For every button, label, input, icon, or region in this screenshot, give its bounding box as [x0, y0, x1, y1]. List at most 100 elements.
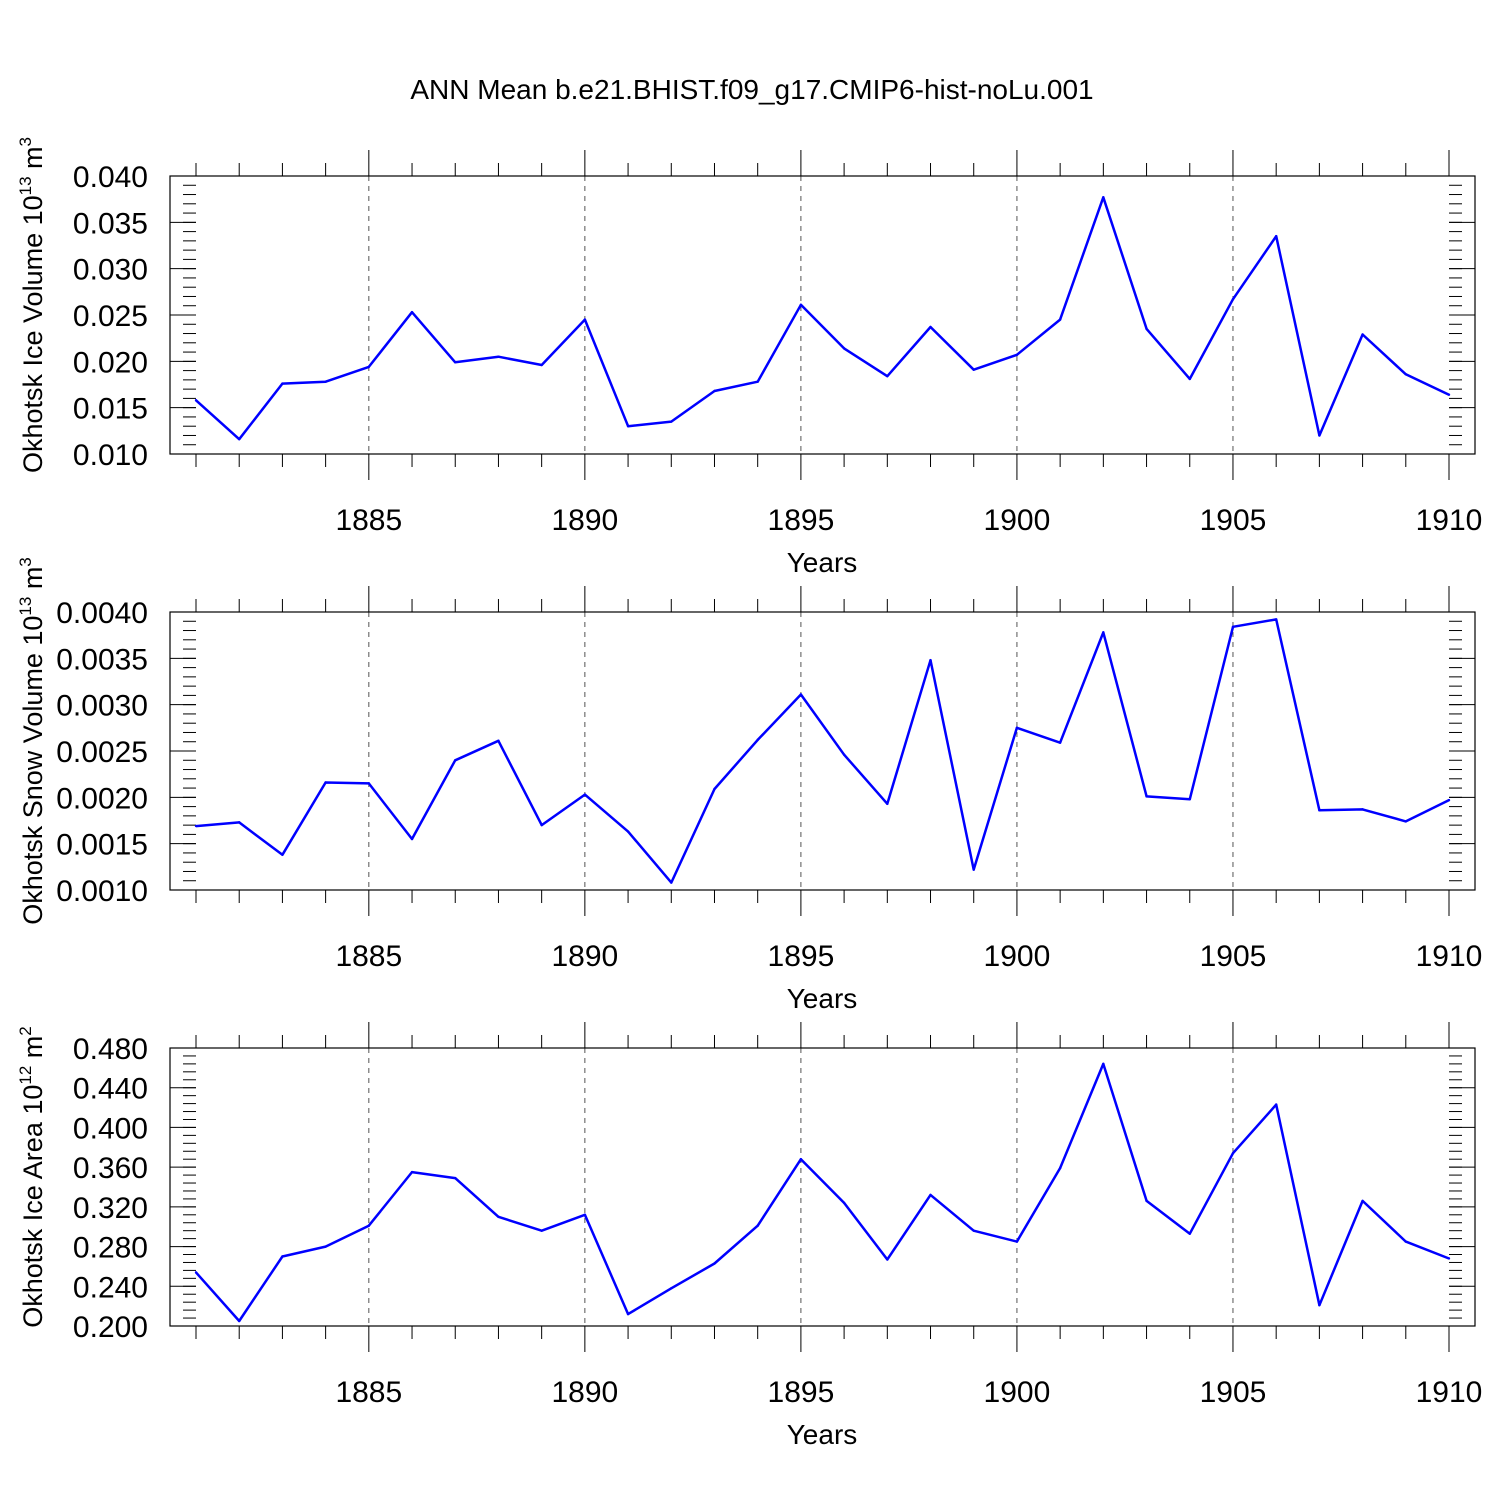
- x-tick-label: 1905: [1200, 504, 1267, 537]
- snow-volume-grid: [368, 612, 1234, 890]
- data-point: [1231, 625, 1235, 629]
- y-tick-label: 0.030: [73, 254, 148, 287]
- data-point: [626, 830, 630, 833]
- ice-volume-y-label-unit-exp: 3: [16, 137, 35, 146]
- x-tick-label: 1885: [335, 940, 402, 973]
- x-tick-label: 1890: [551, 940, 618, 973]
- data-point: [1274, 235, 1278, 238]
- data-point: [929, 1193, 932, 1197]
- data-point: [410, 837, 414, 841]
- data-point: [238, 1319, 241, 1323]
- data-point: [497, 1215, 500, 1218]
- ice-volume-y-label-exp: 13: [16, 176, 35, 195]
- ice-area-plot-frame: [169, 1047, 1476, 1327]
- data-point: [842, 753, 846, 756]
- y-tick-label: 0.0040: [56, 597, 148, 630]
- y-tick-label: 0.240: [73, 1271, 148, 1304]
- data-point: [842, 347, 846, 350]
- x-tick-label: 1900: [984, 1376, 1051, 1409]
- ice-area-y-label-unit-exp: 2: [16, 1026, 35, 1035]
- data-point: [1404, 373, 1407, 376]
- data-point: [540, 823, 543, 827]
- data-point: [194, 399, 198, 402]
- x-tick-label: 1895: [768, 940, 835, 973]
- snow-volume-y-tick-labels: 0.0010 0.0015 0.0020 0.0025 0.0030 0.0035 0.00…: [56, 597, 148, 908]
- data-point: [583, 318, 587, 321]
- ice-area-y-tick-labels: 0.200 0.240 0.280 0.320 0.360 0.400 0.440 0.480: [73, 1033, 148, 1344]
- data-point: [1058, 318, 1062, 321]
- x-tick-label: 1910: [1416, 940, 1483, 973]
- data-point: [756, 380, 759, 383]
- data-point: [1404, 820, 1407, 823]
- data-point: [367, 1224, 371, 1227]
- data-point: [1274, 618, 1278, 621]
- data-point: [540, 1229, 543, 1232]
- x-tick-label: 1905: [1200, 1376, 1267, 1409]
- data-point: [670, 420, 673, 423]
- data-point: [670, 1287, 673, 1290]
- x-tick-label: 1910: [1416, 1376, 1483, 1409]
- data-point: [1447, 1257, 1451, 1260]
- ice-volume-ticks: [170, 150, 1475, 480]
- data-point: [799, 303, 803, 307]
- y-tick-label: 0.040: [73, 161, 148, 194]
- data-point: [886, 374, 889, 378]
- snow-volume-y-label-unit: m: [18, 567, 48, 597]
- y-tick-label: 0.010: [73, 439, 148, 472]
- y-tick-label: 0.360: [73, 1152, 148, 1185]
- data-point: [1447, 798, 1451, 802]
- data-point: [238, 821, 241, 824]
- data-point: [454, 1176, 457, 1180]
- data-point: [1318, 1303, 1321, 1307]
- data-point: [497, 739, 500, 743]
- snow-volume-series-line: [195, 618, 1450, 884]
- data-point: [626, 425, 630, 428]
- data-point: [1145, 795, 1148, 798]
- data-point: [1145, 1199, 1148, 1203]
- data-point: [281, 853, 284, 856]
- ice-volume-x-axis-label: Years: [787, 547, 858, 578]
- data-point: [972, 1229, 975, 1232]
- ice-volume-x-tick-labels: 1885 1890 1895 1900 1905 1910: [335, 504, 1482, 537]
- data-point: [1145, 327, 1148, 331]
- snow-volume-y-axis-label: Okhotsk Snow Volume 1013 m3: [16, 557, 48, 925]
- snow-volume-data-points: [194, 618, 1451, 884]
- data-point: [1361, 333, 1364, 336]
- data-point: [1188, 797, 1191, 801]
- ice-area-data-points: [194, 1062, 1451, 1323]
- y-tick-label: 0.0015: [56, 829, 148, 862]
- data-point: [1102, 631, 1105, 634]
- ice-area-x-tick-labels: 1885 1890 1895 1900 1905 1910: [335, 1376, 1482, 1409]
- data-point: [1274, 1103, 1278, 1106]
- data-point: [1361, 808, 1364, 811]
- y-tick-label: 0.200: [73, 1311, 148, 1344]
- ice-volume-y-label-main: Okhotsk Ice Volume 10: [18, 195, 48, 473]
- snow-volume-ticks: [170, 586, 1475, 916]
- data-point: [1058, 741, 1062, 744]
- data-point: [1102, 196, 1105, 199]
- data-point: [238, 437, 241, 441]
- data-point: [842, 1201, 846, 1205]
- x-tick-label: 1895: [768, 504, 835, 537]
- data-point: [929, 325, 932, 329]
- data-point: [1015, 353, 1019, 357]
- data-point: [454, 361, 457, 364]
- x-tick-label: 1890: [551, 504, 618, 537]
- y-tick-label: 0.015: [73, 393, 148, 426]
- x-tick-label: 1910: [1416, 504, 1483, 537]
- x-tick-label: 1895: [768, 1376, 835, 1409]
- x-tick-label: 1885: [335, 504, 402, 537]
- data-point: [886, 1258, 889, 1261]
- ice-area-y-label-unit: m: [18, 1036, 48, 1066]
- ice-volume-y-axis-label: Okhotsk Ice Volume 1013 m3: [16, 137, 48, 473]
- data-point: [929, 658, 932, 662]
- y-tick-label: 0.0025: [56, 736, 148, 769]
- data-point: [367, 365, 371, 369]
- data-point: [972, 868, 975, 871]
- data-point: [1404, 1240, 1407, 1243]
- data-point: [626, 1312, 630, 1316]
- ice-area-x-axis-label: Years: [787, 1419, 858, 1450]
- panel-ice-volume: 0.010 0.015 0.020 0.025 0.030 0.035 0.040 1885…: [16, 137, 1482, 578]
- data-point: [1015, 1240, 1019, 1243]
- ice-volume-y-tick-labels: 0.010 0.015 0.020 0.025 0.030 0.035 0.040: [73, 161, 148, 472]
